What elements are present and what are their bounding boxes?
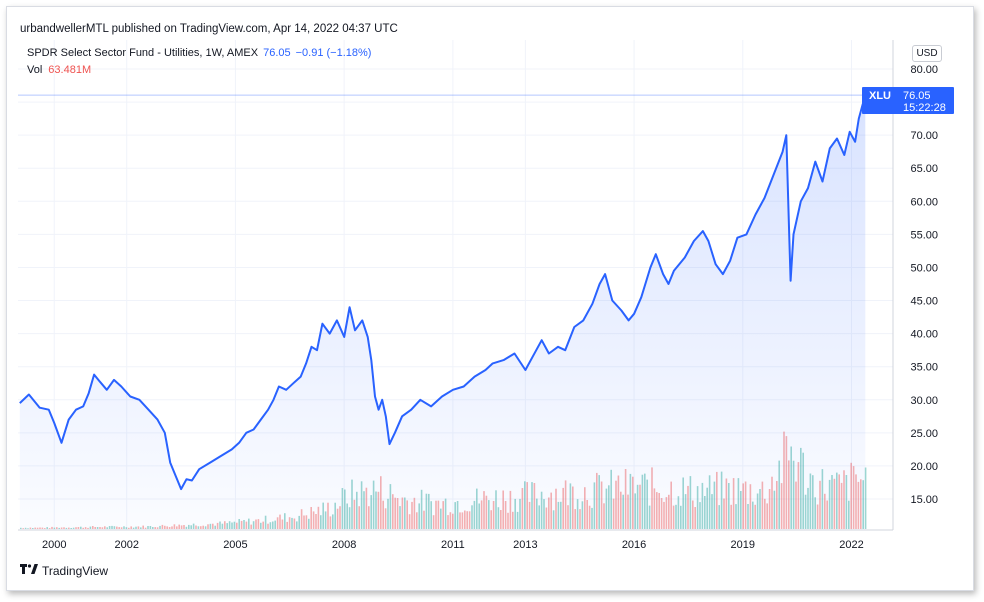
publisher-info: urbandwellerMTL published on TradingView… [20, 23, 398, 35]
tradingview-brand[interactable]: TradingView [20, 564, 108, 578]
price-badge: XLU 76.05 15:22:28 [862, 87, 954, 114]
price-badge-bg [862, 87, 954, 114]
instrument-title: SPDR Select Sector Fund - Utilities, 1W,… [27, 47, 259, 59]
x-tick-label: 2011 [441, 539, 465, 551]
price-area-fill [19, 95, 866, 530]
x-tick-label: 2000 [42, 539, 66, 551]
volume-bar [864, 467, 867, 529]
y-tick-label: 70.00 [910, 130, 938, 142]
y-tick-label: 60.00 [910, 196, 938, 208]
last-price: 76.05 [263, 47, 291, 59]
y-tick-label: 65.00 [910, 163, 938, 175]
price-line [19, 94, 867, 491]
y-tick-label: 80.00 [910, 64, 938, 76]
y-tick-label: 30.00 [910, 395, 938, 407]
y-tick-label: 45.00 [910, 296, 938, 308]
x-tick-label: 2002 [114, 539, 138, 551]
x-tick-label: 2019 [731, 539, 755, 551]
y-tick-label: 40.00 [910, 329, 938, 341]
y-tick-label: 25.00 [910, 428, 938, 440]
x-axis[interactable]: 2000 2002 2005 2008 2011 2013 2016 2019 2022 [42, 539, 864, 551]
price-change: −0.91 (−1.18%) [295, 47, 372, 59]
x-tick-label: 2013 [513, 539, 537, 551]
x-tick-label: 2008 [332, 539, 356, 551]
series-legend[interactable]: SPDR Select Sector Fund - Utilities, 1W,… [27, 47, 371, 59]
volume-label: Vol [27, 64, 43, 76]
y-tick-label: 50.00 [910, 262, 938, 274]
x-tick-label: 2022 [839, 539, 863, 551]
badge-symbol: XLU [869, 90, 891, 102]
badge-price: 76.05 [903, 90, 931, 102]
x-tick-label: 2005 [223, 539, 247, 551]
currency-button[interactable]: USD [912, 45, 942, 62]
y-tick-label: 20.00 [910, 461, 938, 473]
y-axis[interactable]: 80.0075.0070.0065.0060.0055.0050.0045.00… [910, 64, 938, 506]
volume-value: 63.481M [48, 64, 92, 76]
brand-name: TradingView [42, 564, 109, 578]
y-tick-label: 35.00 [910, 362, 938, 374]
tradingview-logo-icon [20, 564, 38, 578]
x-tick-label: 2016 [622, 539, 646, 551]
badge-countdown: 15:22:28 [903, 102, 946, 114]
volume-legend[interactable]: Vol 63.481M [27, 64, 91, 76]
y-tick-label: 55.00 [910, 229, 938, 241]
y-tick-label: 15.00 [910, 494, 938, 506]
